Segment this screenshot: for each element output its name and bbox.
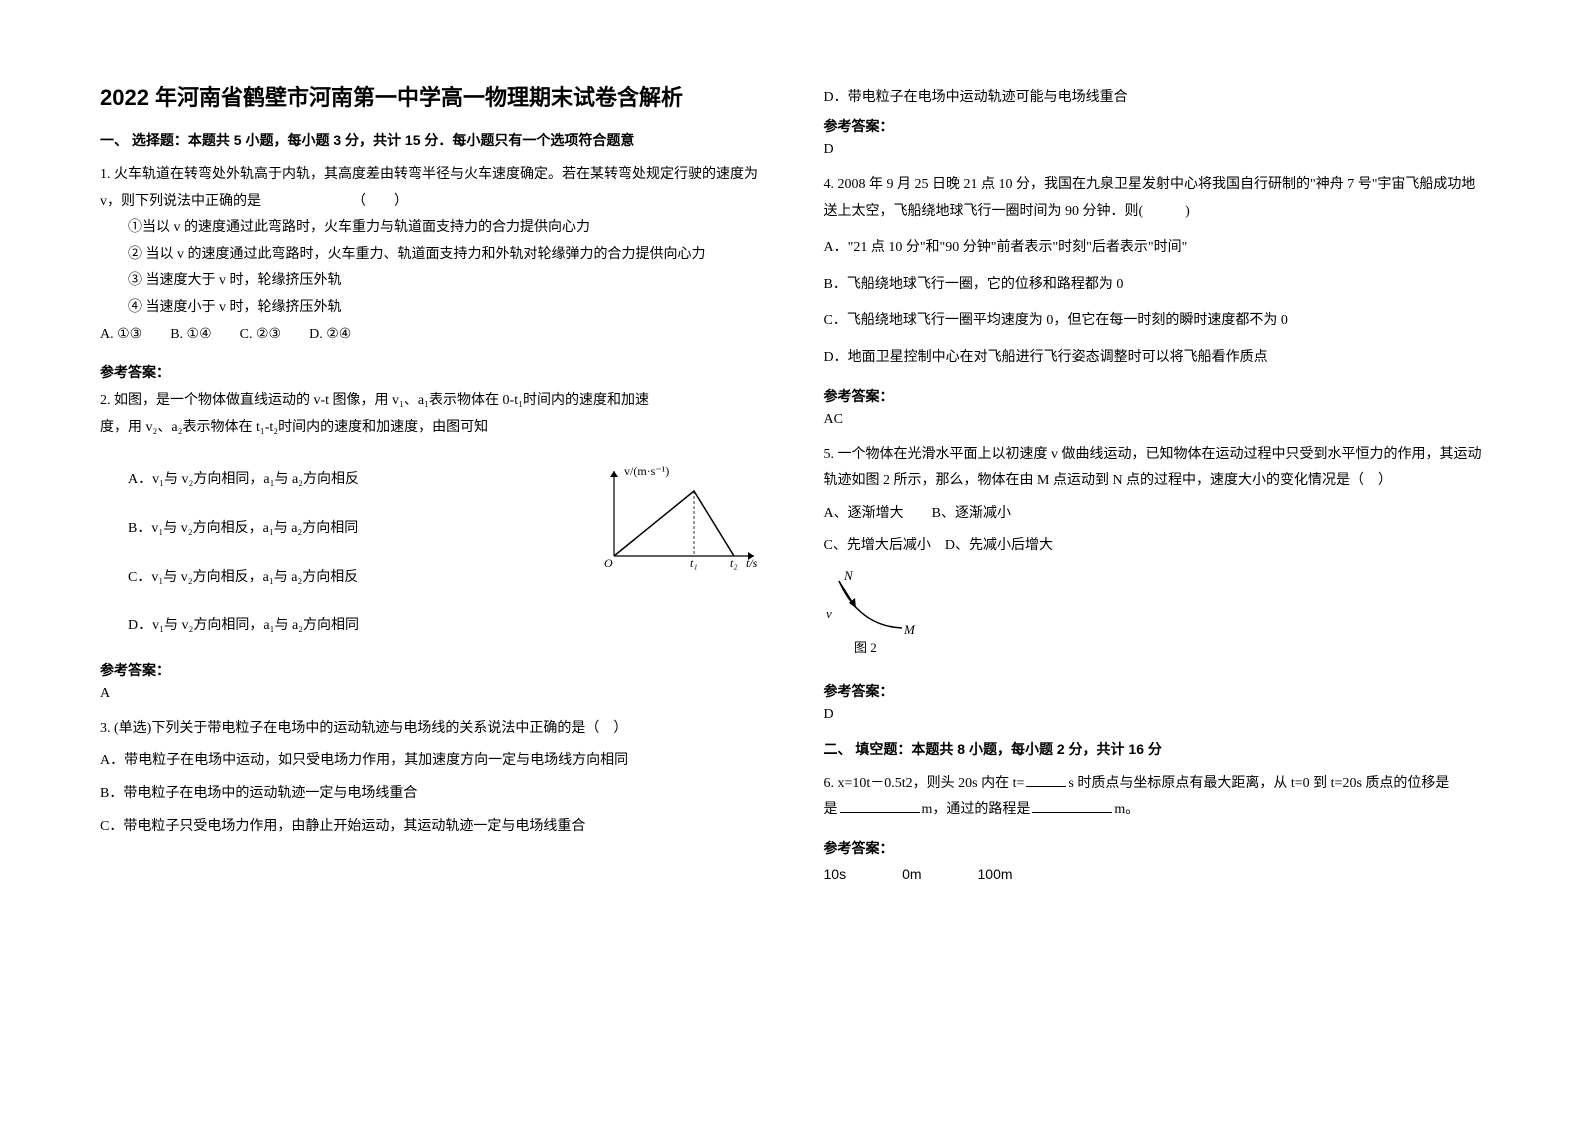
q5-CD: C、先增大后减小 D、先减小后增大 [824,533,1488,560]
section1-title: 一、 选择题：本题共 5 小题，每小题 3 分，共计 15 分．每小题只有一个选… [100,130,764,150]
blank-3 [1032,798,1112,813]
q6-mid2: m，通过的路程是 [922,802,1031,817]
answer-label-5: 参考答案： [824,681,1488,701]
right-column: D．带电粒子在电场中运动轨迹可能与电场线重合 参考答案： D 4. 2008 年… [824,80,1488,1082]
q1-o2: ② 当以 v 的速度通过此弯路时，火车重力、轨道面支持力和外轨对轮缘弹力的合力提… [100,242,764,269]
section2-title: 二、 填空题：本题共 8 小题，每小题 2 分，共计 16 分 [824,739,1488,759]
origin-label: O [604,556,613,570]
q1-o4: ④ 当速度小于 v 时，轮缘挤压外轨 [100,295,764,322]
q3-D: D．带电粒子在电场中运动轨迹可能与电场线重合 [824,86,1488,106]
q5-figure: v N M 图 2 [824,566,1488,667]
m-label: M [903,622,916,637]
q2-stem2: 度，用 v₂、a₂表示物体在 t₁-t₂时间内的速度和加速度，由图可知 [100,415,764,442]
vt-chart: v/(m·s⁻¹) O t₁ t₂ t/s [594,461,764,571]
answer-label-3: 参考答案： [824,116,1488,136]
q1-o3: ③ 当速度大于 v 时，轮缘挤压外轨 [100,268,764,295]
q3-stem: 3. (单选)下列关于带电粒子在电场中的运动轨迹与电场线的关系说法中正确的是（ … [100,716,764,743]
answer-label-4: 参考答案： [824,386,1488,406]
q6-line2-prefix: 是 [824,802,838,817]
page-title: 2022 年河南省鹤壁市河南第一中学高一物理期末试卷含解析 [100,80,764,112]
q6-pre: 6. x=10t－0.5t2，则头 20s 内在 t= [824,776,1025,791]
answer-3: D [824,142,1488,158]
t2-label: t₂ [730,556,738,570]
q2-B: B．v₁与 v₂方向相反，a₁与 a₂方向相同 [100,516,582,543]
q5-stem: 5. 一个物体在光滑水平面上以初速度 v 做曲线运动，已知物体在运动过程中只受到… [824,442,1488,495]
question-5: 5. 一个物体在光滑水平面上以初速度 v 做曲线运动，已知物体在运动过程中只受到… [824,442,1488,667]
q6-mid1: s 时质点与坐标原点有最大距离，从 t=0 到 t=20s 质点的位移是 [1068,776,1449,791]
q5-AB: A、逐渐增大 B、逐渐减小 [824,501,1488,528]
blank-2 [840,798,920,813]
curve-chart: v N M 图 2 [824,566,934,656]
q1-o1: ①当以 v 的速度通过此弯路时，火车重力与轨道面支持力的合力提供向心力 [100,215,764,242]
t1-label: t₁ [690,556,698,570]
question-6: 6. x=10t－0.5t2，则头 20s 内在 t= s 时质点与坐标原点有最大… [824,771,1488,824]
q4-stem: 4. 2008 年 9 月 25 日晚 21 点 10 分，我国在九泉卫星发射中… [824,172,1488,225]
q1-stem: 1. 火车轨道在转弯处外轨高于内轨，其高度差由转弯半径与火车速度确定。若在某转弯… [100,162,764,215]
q3-B: B．带电粒子在电场中的运动轨迹一定与电场线重合 [100,781,764,808]
q2-D: D．v₁与 v₂方向相同，a₁与 a₂方向相同 [100,613,582,640]
q6-end: m。 [1114,802,1139,817]
q2-stem1: 2. 如图，是一个物体做直线运动的 v-t 图像，用 v₁、a₁表示物体在 0-… [100,388,764,415]
answer-5: D [824,707,1488,723]
question-2: 2. 如图，是一个物体做直线运动的 v-t 图像，用 v₁、a₁表示物体在 0-… [100,388,764,646]
answer-4: AC [824,412,1488,428]
left-column: 2022 年河南省鹤壁市河南第一中学高一物理期末试卷含解析 一、 选择题：本题共… [100,80,764,1082]
v-label: v [826,606,832,621]
answer-label-2: 参考答案： [100,660,764,680]
answer-6: 10s 0m 100m [824,864,1488,884]
blank-1 [1026,771,1066,786]
question-3: 3. (单选)下列关于带电粒子在电场中的运动轨迹与电场线的关系说法中正确的是（ … [100,716,764,840]
question-1: 1. 火车轨道在转弯处外轨高于内轨，其高度差由转弯半径与火车速度确定。若在某转弯… [100,162,764,348]
answer-2: A [100,686,764,702]
q2-C: C．v₁与 v₂方向相反，a₁与 a₂方向相反 [100,565,582,592]
n-label: N [843,568,854,583]
answer-label-6: 参考答案： [824,838,1488,858]
q4-C: C．飞船绕地球飞行一圈平均速度为 0，但它在每一时刻的瞬时速度都不为 0 [824,308,1488,335]
q4-A: A．"21 点 10 分"和"90 分钟"前者表示"时刻"后者表示"时间" [824,235,1488,262]
answer-label: 参考答案： [100,362,764,382]
xlabel: t/s [746,556,758,570]
q2-figure: v/(m·s⁻¹) O t₁ t₂ t/s [594,461,764,582]
question-4: 4. 2008 年 9 月 25 日晚 21 点 10 分，我国在九泉卫星发射中… [824,172,1488,372]
q1-choices: A. ①③ B. ①④ C. ②③ D. ②④ [100,322,764,349]
ylabel: v/(m·s⁻¹) [624,464,669,478]
q3-A: A．带电粒子在电场中运动，如只受电场力作用，其加速度方向一定与电场线方向相同 [100,748,764,775]
q4-B: B．飞船绕地球飞行一圈，它的位移和路程都为 0 [824,272,1488,299]
q3-C: C．带电粒子只受电场力作用，由静止开始运动，其运动轨迹一定与电场线重合 [100,814,764,841]
fig2-caption: 图 2 [854,640,877,655]
q4-D: D．地面卫星控制中心在对飞船进行飞行姿态调整时可以将飞船看作质点 [824,345,1488,372]
q2-A: A．v₁与 v₂方向相同，a₁与 a₂方向相反 [100,467,582,494]
